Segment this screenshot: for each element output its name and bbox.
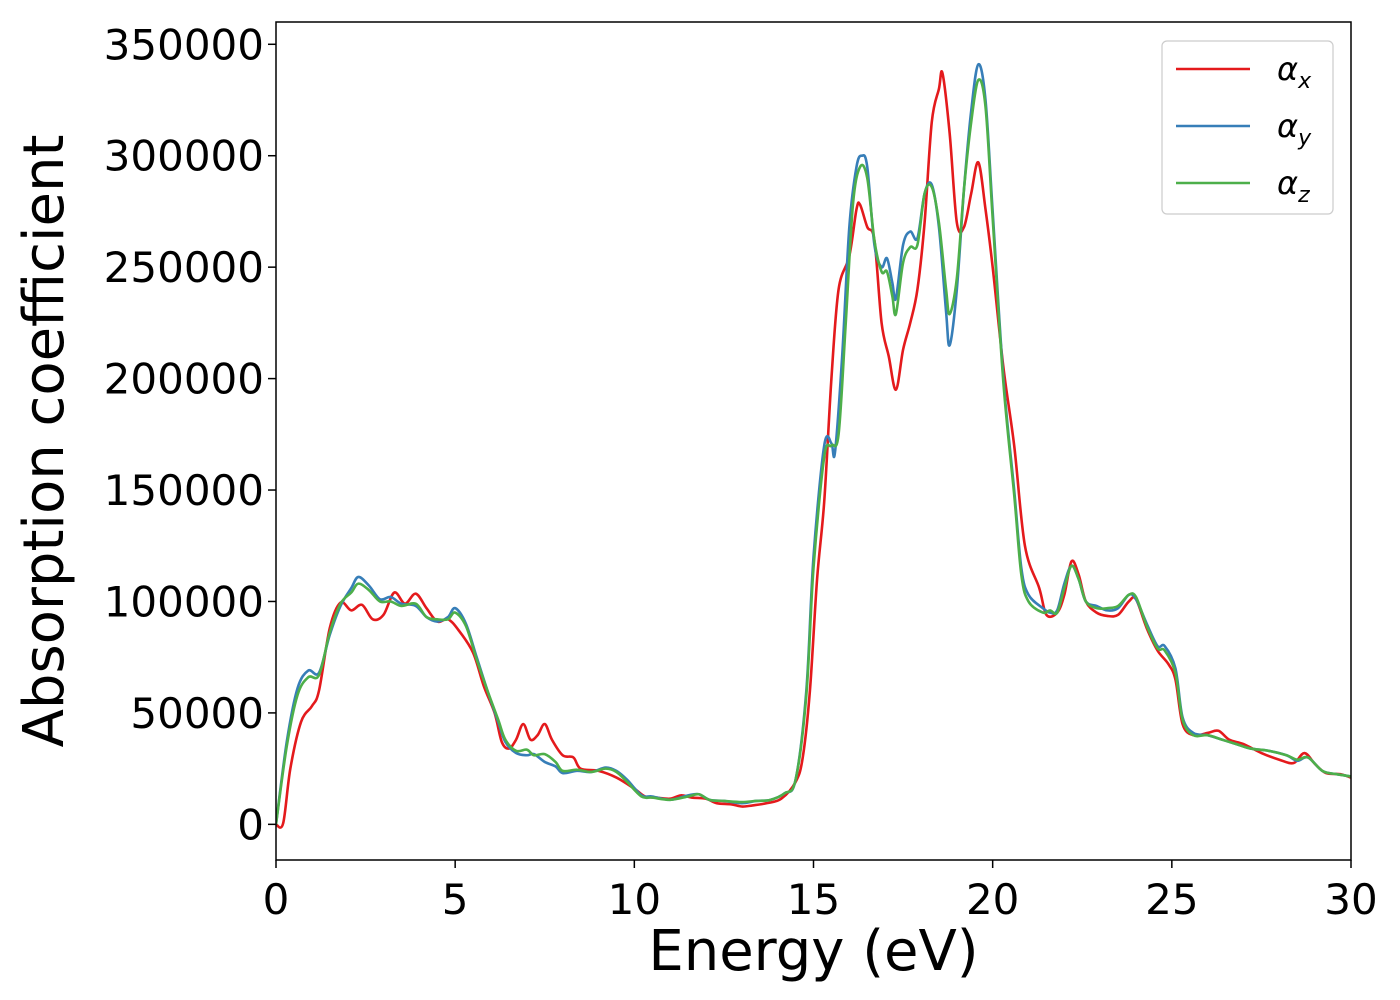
x-tick-label: 30 xyxy=(1324,875,1377,924)
x-tick-label: 0 xyxy=(263,875,290,924)
x-tick-label: 10 xyxy=(608,875,661,924)
y-tick-label: 350000 xyxy=(104,20,264,69)
x-axis-title: Energy (eV) xyxy=(648,919,978,984)
legend: αx αy αz xyxy=(1161,40,1334,215)
legend-label-y: αy xyxy=(1277,107,1312,151)
y-tick-label: 50000 xyxy=(130,689,264,738)
x-tick-label: 15 xyxy=(787,875,840,924)
y-tick-label: 0 xyxy=(237,800,264,849)
x-tick-label: 5 xyxy=(442,875,469,924)
legend-box xyxy=(1161,40,1334,215)
y-tick-label: 300000 xyxy=(104,132,264,181)
legend-label-x: αx xyxy=(1277,50,1312,94)
ticks-layer: 0 5 10 15 20 25 30 0 50000 100000 150000 200000 2500… xyxy=(104,20,1378,924)
x-tick-label: 20 xyxy=(966,875,1019,924)
legend-label-z: αz xyxy=(1277,164,1310,208)
y-tick-label: 200000 xyxy=(104,355,264,404)
y-tick-label: 150000 xyxy=(104,466,264,515)
x-tick-label: 25 xyxy=(1145,875,1198,924)
y-tick-label: 100000 xyxy=(104,577,264,626)
y-axis-title: Absorption coefficient xyxy=(12,135,77,748)
series-line-z xyxy=(276,78,1351,825)
y-tick-label: 250000 xyxy=(104,243,264,292)
series-layer xyxy=(276,63,1351,829)
